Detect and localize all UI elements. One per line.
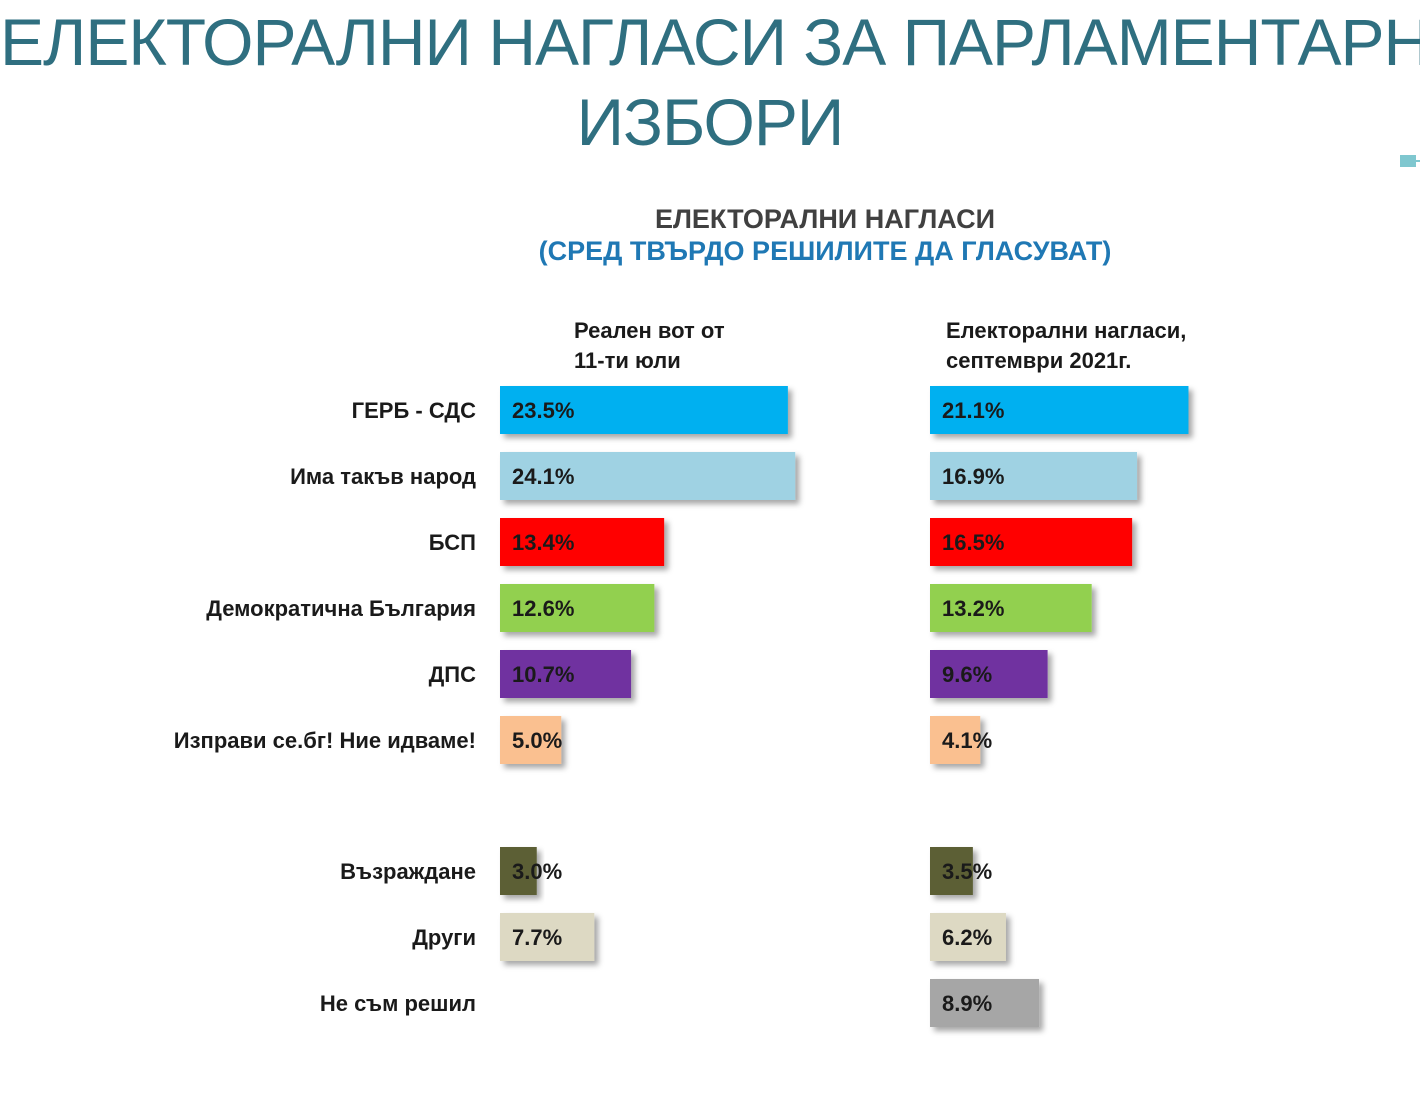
category-label: Възраждане <box>340 859 476 884</box>
corner-decoration <box>1400 155 1420 167</box>
category-label: БСП <box>429 530 476 555</box>
category-label: ГЕРБ - СДС <box>352 398 476 423</box>
bar-july <box>500 452 796 500</box>
bar-july <box>500 386 788 434</box>
data-label: 3.5% <box>942 859 992 884</box>
column-header-july-line1: Реален вот от <box>574 318 725 343</box>
column-header-september: Електорални нагласи, септември 2021г. <box>946 316 1186 376</box>
data-label: 13.4% <box>512 530 574 555</box>
category-label: Изправи се.бг! Ние идваме! <box>174 728 476 753</box>
bar-september <box>930 847 973 895</box>
data-label: 12.6% <box>512 596 574 621</box>
bar-september <box>930 518 1133 566</box>
data-label: 5.0% <box>512 728 562 753</box>
data-label: 7.7% <box>512 925 562 950</box>
data-label: 16.9% <box>942 464 1004 489</box>
slide-title: ЕЛЕКТОРАЛНИ НАГЛАСИ ЗА ПАРЛАМЕНТАРНИ ИЗБ… <box>0 2 1420 162</box>
data-label: 8.9% <box>942 991 992 1016</box>
bar-july <box>500 650 632 698</box>
data-label: 6.2% <box>942 925 992 950</box>
data-label: 13.2% <box>942 596 1004 621</box>
column-header-july: Реален вот от 11-ти юли <box>574 316 725 376</box>
slide-title-line1: ЕЛЕКТОРАЛНИ НАГЛАСИ ЗА ПАРЛАМЕНТАРНИ <box>0 5 1420 79</box>
category-label: ДПС <box>429 662 476 687</box>
bar-july <box>500 518 665 566</box>
bar-july <box>500 716 562 764</box>
data-label: 3.0% <box>512 859 562 884</box>
bar-september <box>930 979 1040 1027</box>
category-label: Демократична България <box>206 596 476 621</box>
column-header-september-line1: Електорални нагласи, <box>946 318 1187 343</box>
data-label: 23.5% <box>512 398 574 423</box>
data-label: 4.1% <box>942 728 992 753</box>
bar-july <box>500 847 537 895</box>
column-header-september-line2: септември 2021г. <box>946 348 1132 373</box>
column-header-july-line2: 11-ти юли <box>574 348 681 373</box>
bar-september <box>930 452 1138 500</box>
bar-september <box>930 913 1006 961</box>
chart-title: ЕЛЕКТОРАЛНИ НАГЛАСИ <box>654 204 996 234</box>
data-label: 24.1% <box>512 464 574 489</box>
bar-september <box>930 650 1048 698</box>
category-label: Има такъв народ <box>290 464 476 489</box>
category-label: Други <box>412 925 476 950</box>
data-label: 16.5% <box>942 530 1004 555</box>
bar-july <box>500 584 655 632</box>
bar-july <box>500 913 595 961</box>
slide-title-line2: ИЗБОРИ <box>576 85 845 159</box>
bar-september <box>930 716 981 764</box>
category-label: Не съм решил <box>320 991 476 1016</box>
data-label: 10.7% <box>512 662 574 687</box>
data-label: 21.1% <box>942 398 1004 423</box>
chart-subtitle: (СРЕД ТВЪРДО РЕШИЛИТЕ ДА ГЛАСУВАТ) <box>538 236 1112 266</box>
bar-september <box>930 584 1092 632</box>
bar-september <box>930 386 1189 434</box>
data-label: 9.6% <box>942 662 992 687</box>
